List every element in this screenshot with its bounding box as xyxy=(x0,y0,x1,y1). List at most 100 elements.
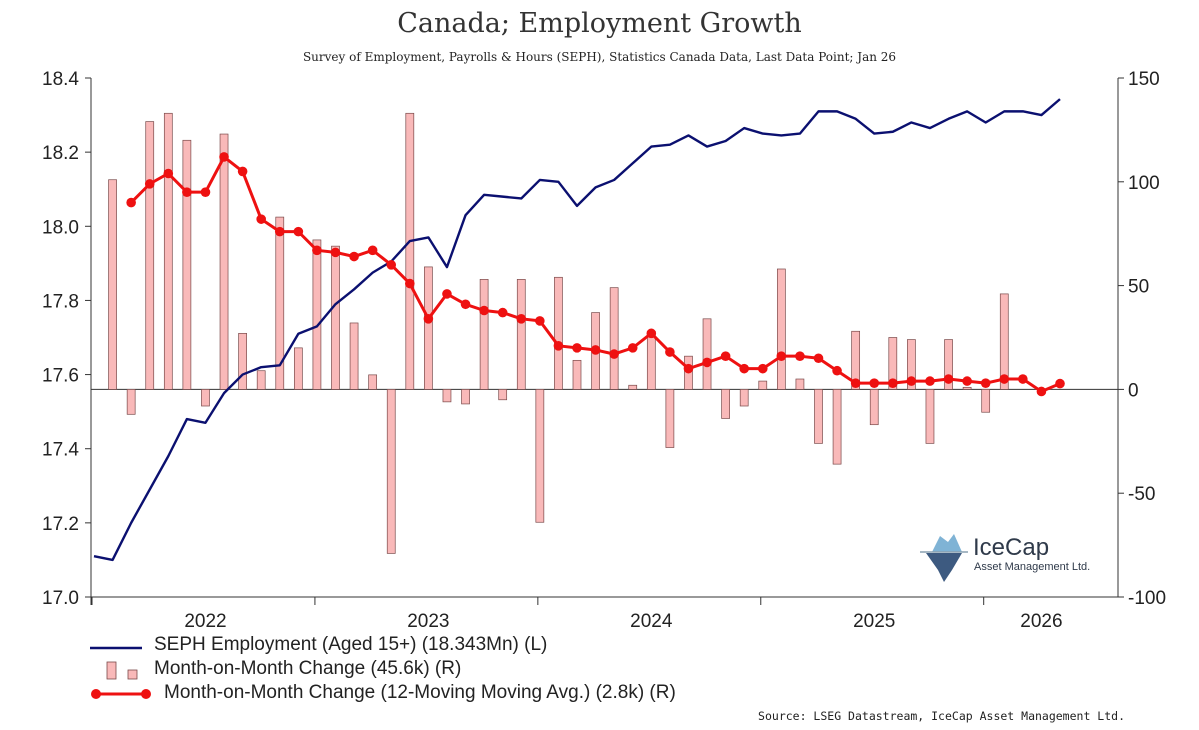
source-note: Source: LSEG Datastream, IceCap Asset Ma… xyxy=(758,709,1125,723)
bar xyxy=(219,133,229,390)
moving-avg-point xyxy=(200,187,211,197)
bar xyxy=(256,370,266,390)
moving-avg-point xyxy=(776,351,787,361)
chart-subtitle: Survey of Employment, Payrolls & Hours (… xyxy=(302,50,897,64)
moving-avg-point xyxy=(182,187,192,197)
x-axis: 2022 2023 2024 2025 2026 xyxy=(91,597,1063,632)
bar xyxy=(368,374,378,390)
moving-avg-point xyxy=(683,363,694,374)
bar xyxy=(776,268,786,390)
bar xyxy=(386,389,396,554)
moving-avg-point xyxy=(497,307,508,318)
x-tick-label: 2024 xyxy=(630,611,673,632)
logo-subtitle: Asset Management Ltd. xyxy=(974,561,1091,573)
bar xyxy=(293,347,303,390)
moving-avg-point xyxy=(869,378,880,388)
left-tick-label: 17.4 xyxy=(42,440,79,461)
moving-avg-point xyxy=(609,349,619,359)
x-tick-label: 2025 xyxy=(853,611,895,632)
moving-avg-point xyxy=(739,363,749,374)
bar xyxy=(814,389,823,444)
moving-avg-point xyxy=(757,363,768,374)
bar xyxy=(405,112,415,390)
right-tick-label: -100 xyxy=(1128,588,1166,609)
left-axis: 17.0 17.2 17.4 17.6 17.8 18.0 18.2 18.4 xyxy=(42,69,91,609)
bar xyxy=(182,139,192,390)
moving-avg-point xyxy=(720,351,731,361)
bar xyxy=(572,359,582,390)
left-tick-label: 18.4 xyxy=(42,69,79,90)
moving-avg-point xyxy=(627,343,638,353)
moving-avg-point xyxy=(144,179,155,189)
right-tick-label: 150 xyxy=(1128,69,1160,90)
x-tick-label: 2023 xyxy=(407,611,449,632)
bar xyxy=(126,389,136,415)
moving-avg-point xyxy=(460,299,471,310)
bar xyxy=(609,287,619,390)
bar xyxy=(628,384,638,390)
line-series xyxy=(93,98,1065,562)
bar xyxy=(944,339,953,390)
moving-avg-point xyxy=(850,378,861,388)
moving-avg-point xyxy=(665,347,675,357)
bar xyxy=(424,266,433,390)
moving-avg-point xyxy=(795,351,805,361)
bar xyxy=(201,389,210,407)
right-tick-label: 100 xyxy=(1128,173,1160,194)
bar xyxy=(479,279,489,390)
bar xyxy=(702,318,712,390)
bar xyxy=(721,389,730,419)
left-tick-label: 18.0 xyxy=(42,217,79,238)
moving-avg-point xyxy=(832,365,842,376)
bar xyxy=(665,389,675,448)
right-tick-label: -50 xyxy=(1128,484,1155,505)
moving-avg-point xyxy=(1036,386,1047,397)
moving-avg-point xyxy=(888,378,898,388)
right-tick-label: 0 xyxy=(1128,380,1139,401)
left-tick-label: 17.6 xyxy=(42,366,79,387)
bar xyxy=(869,389,879,426)
moving-avg-point xyxy=(813,353,824,364)
bar xyxy=(442,389,452,403)
moving-avg-point xyxy=(980,378,991,388)
legend-line-blue-icon xyxy=(90,646,142,650)
bar xyxy=(498,389,508,401)
moving-avg-point xyxy=(312,245,322,256)
bar xyxy=(145,121,155,390)
bar xyxy=(312,239,322,390)
moving-avg-point xyxy=(646,328,657,339)
moving-avg-point xyxy=(702,357,712,368)
bar xyxy=(163,112,173,390)
x-tick-label: 2026 xyxy=(1020,611,1062,632)
legend-red-line-icon xyxy=(91,689,151,699)
moving-avg-point xyxy=(126,197,136,208)
bar xyxy=(739,389,749,407)
moving-avg-point xyxy=(442,289,452,299)
moving-avg-point xyxy=(590,345,601,355)
bar xyxy=(758,380,768,390)
legend-label-employment: SEPH Employment (Aged 15+) (18.343Mn) (L… xyxy=(154,634,548,655)
bar xyxy=(646,330,656,390)
employment-line xyxy=(93,98,1061,562)
bar xyxy=(349,322,359,390)
bar xyxy=(962,386,972,390)
moving-avg-point xyxy=(925,376,935,386)
bar xyxy=(535,389,545,523)
moving-avg-point xyxy=(330,247,341,258)
right-tick-label: 50 xyxy=(1128,277,1149,298)
iceberg-icon xyxy=(920,534,968,582)
bar xyxy=(554,276,563,390)
moving-avg-point xyxy=(999,374,1010,384)
moving-avg-point xyxy=(256,214,266,224)
moving-avg-point xyxy=(293,226,304,237)
moving-avg-point xyxy=(405,278,415,289)
moving-avg-point xyxy=(1055,378,1065,389)
moving-avg-point xyxy=(906,376,917,386)
moving-avg-point xyxy=(237,166,248,177)
moving-avg-point xyxy=(943,374,954,384)
right-axis: -100 -50 0 50 100 150 xyxy=(1118,69,1166,609)
moving-avg-point xyxy=(572,343,582,353)
bar xyxy=(999,293,1009,390)
bar xyxy=(516,279,526,390)
